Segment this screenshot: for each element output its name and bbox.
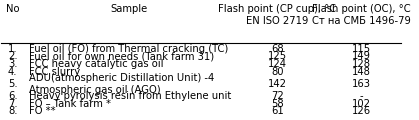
Text: 128: 128 xyxy=(352,59,371,69)
Text: FCC heavy catalytic gas oil: FCC heavy catalytic gas oil xyxy=(29,59,163,69)
Text: 4.: 4. xyxy=(8,67,18,77)
Text: 126: 126 xyxy=(352,106,371,116)
Text: 124: 124 xyxy=(268,59,287,69)
Text: 142: 142 xyxy=(268,79,287,89)
Text: 58: 58 xyxy=(271,99,283,109)
Text: 61: 61 xyxy=(271,106,284,116)
Text: Flash point (OC), °C
Ст на СМБ 1496-79: Flash point (OC), °C Ст на СМБ 1496-79 xyxy=(312,4,411,26)
Text: FCC slurry: FCC slurry xyxy=(29,67,80,77)
Text: FO **: FO ** xyxy=(29,106,55,116)
Text: 163: 163 xyxy=(352,79,371,89)
Text: 72: 72 xyxy=(271,91,284,101)
Text: 149: 149 xyxy=(352,51,371,61)
Text: 125: 125 xyxy=(268,51,287,61)
Text: Heavy pyrolysis resin from Ethylene unit: Heavy pyrolysis resin from Ethylene unit xyxy=(29,91,231,101)
Text: 8.: 8. xyxy=(8,106,18,116)
Text: 102: 102 xyxy=(352,99,371,109)
Text: Fuel oil (FO) from Thermal cracking (TC): Fuel oil (FO) from Thermal cracking (TC) xyxy=(29,44,228,54)
Text: 7.: 7. xyxy=(8,99,18,109)
Text: ADU(atmospheric Distillation Unit) -4
Atmospheric gas oil (AGO): ADU(atmospheric Distillation Unit) -4 At… xyxy=(29,73,214,95)
Text: 148: 148 xyxy=(352,67,371,77)
Text: 3.: 3. xyxy=(8,59,18,69)
Text: 6.: 6. xyxy=(8,91,18,101)
Text: Sample: Sample xyxy=(110,4,147,14)
Text: Fuel oil for own needs (Tank farm 31): Fuel oil for own needs (Tank farm 31) xyxy=(29,51,214,61)
Text: Flash point (CP cup), °C
EN ISO 2719: Flash point (CP cup), °C EN ISO 2719 xyxy=(218,4,336,26)
Text: 1.: 1. xyxy=(8,44,18,54)
Text: 5.: 5. xyxy=(8,79,18,89)
Text: No: No xyxy=(6,4,19,14)
Text: 115: 115 xyxy=(352,44,371,54)
Text: 80: 80 xyxy=(271,67,283,77)
Text: -: - xyxy=(360,91,363,101)
Text: FO – Tank farm *: FO – Tank farm * xyxy=(29,99,111,109)
Text: 68: 68 xyxy=(271,44,283,54)
Text: 2.: 2. xyxy=(8,51,18,61)
